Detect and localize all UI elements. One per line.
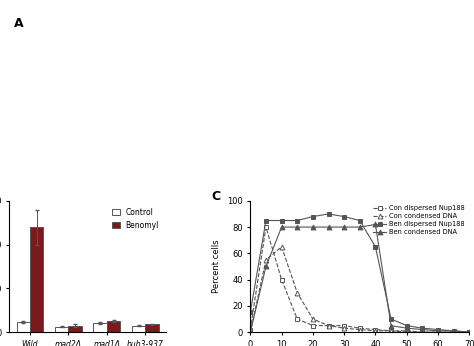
Text: A: A	[14, 17, 24, 30]
Legend: Control, Benomyl: Control, Benomyl	[109, 204, 162, 233]
Y-axis label: Percent cells: Percent cells	[212, 240, 221, 293]
Bar	[93, 324, 107, 332]
Text: C: C	[211, 190, 220, 203]
Bar	[68, 326, 82, 332]
Legend: Con dispersed Nup188, Con condensed DNA, Ben dispersed Nup188, Ben condensed DNA: Con dispersed Nup188, Con condensed DNA,…	[372, 204, 466, 237]
Bar	[30, 227, 44, 332]
Bar	[107, 321, 120, 332]
Bar	[146, 325, 159, 332]
Bar	[132, 326, 146, 332]
Bar	[17, 322, 30, 332]
Bar	[55, 327, 68, 332]
